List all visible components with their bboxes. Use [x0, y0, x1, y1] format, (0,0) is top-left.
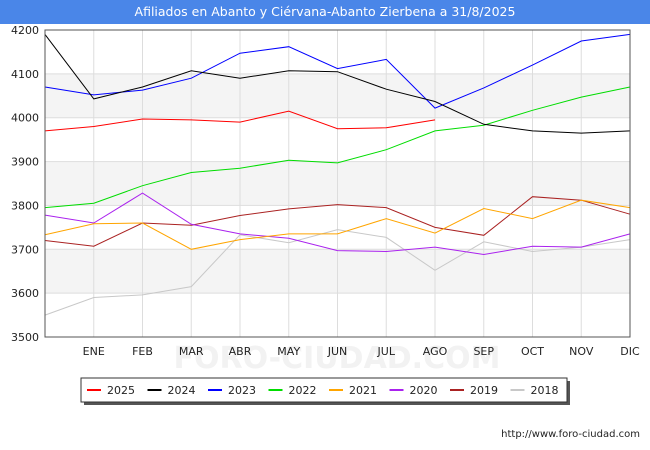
legend-label-2021: 2021 — [349, 384, 377, 397]
watermark: FORO-CIUDAD.COM — [174, 341, 501, 376]
x-tick-label: JUN — [327, 345, 348, 358]
x-tick-label: ABR — [229, 345, 252, 358]
x-tick-label: DIC — [620, 345, 640, 358]
legend-label-2022: 2022 — [289, 384, 317, 397]
y-tick-label: 4100 — [11, 68, 39, 81]
y-tick-label: 3700 — [11, 243, 39, 256]
x-tick-label: ENE — [83, 345, 105, 358]
series-line-2021 — [44, 199, 631, 250]
x-tick-label: JUL — [377, 345, 396, 358]
x-tick-label: FEB — [132, 345, 153, 358]
x-tick-label: OCT — [521, 345, 544, 358]
legend-label-2025: 2025 — [107, 384, 135, 397]
legend-label-2019: 2019 — [470, 384, 498, 397]
legend-label-2020: 2020 — [410, 384, 438, 397]
x-tick-label: MAY — [277, 345, 300, 358]
x-tick-label: AGO — [423, 345, 448, 358]
x-tick-label: SEP — [473, 345, 494, 358]
series-line-2025 — [44, 110, 436, 132]
y-tick-label: 3500 — [11, 331, 39, 344]
x-tick-label: NOV — [569, 345, 594, 358]
y-tick-label: 4000 — [11, 112, 39, 125]
y-tick-label: 3800 — [11, 199, 39, 212]
series-line-2024 — [44, 34, 631, 134]
series-line-2023 — [44, 33, 631, 109]
legend-label-2023: 2023 — [228, 384, 256, 397]
series-line-2022 — [44, 86, 631, 209]
footer-url: http://www.foro-ciudad.com — [501, 429, 640, 440]
series-line-2020 — [44, 192, 631, 256]
legend-label-2024: 2024 — [168, 384, 196, 397]
legend-box — [80, 377, 568, 403]
legend-label-2018: 2018 — [531, 384, 559, 397]
plot-border — [44, 29, 631, 338]
y-tick-label: 3900 — [11, 156, 39, 169]
series-line-2018 — [44, 229, 631, 316]
chart-title: Afiliados en Abanto y Ciérvana-Abanto Zi… — [0, 0, 650, 24]
y-tick-label: 3600 — [11, 287, 39, 300]
x-tick-label: MAR — [179, 345, 204, 358]
y-tick-label: 4200 — [11, 24, 39, 37]
